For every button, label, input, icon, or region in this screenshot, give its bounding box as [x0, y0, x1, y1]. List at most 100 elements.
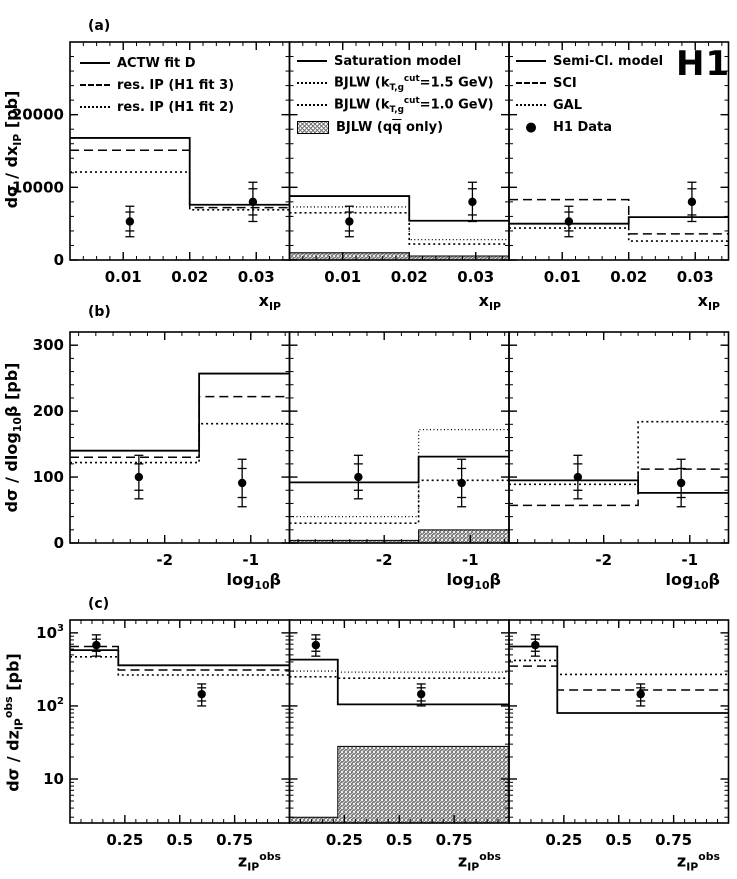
x-axis-label-a1: xIP — [258, 291, 281, 314]
legend-label: res. IP (H1 fit 2) — [117, 99, 235, 115]
data-point — [467, 181, 477, 223]
histogram-dotted — [509, 420, 729, 486]
legend-label: GAL — [553, 97, 583, 113]
histogram-solid — [70, 372, 290, 452]
data-point — [134, 454, 144, 500]
histogram-solid — [509, 216, 729, 225]
x-tick-label: 0.01 — [105, 268, 142, 286]
subpanel-2-3: 0.25 0.5 0.75 — [508, 619, 730, 849]
panel-frame — [69, 331, 291, 544]
panel-frame — [508, 41, 730, 261]
subpanel-1-3: -2 -1 — [508, 331, 730, 569]
x-tick-label: -2 — [376, 551, 393, 569]
x-tick-label: -1 — [681, 551, 698, 569]
line-style-sample-dotted2-icon — [297, 104, 327, 106]
subpanel-0-3: 0.01 0.02 0.03 — [508, 41, 730, 286]
histogram-hatched — [289, 529, 509, 543]
x-tick-label: 0.03 — [238, 268, 275, 286]
legend-label: SCI — [553, 75, 577, 91]
histogram-hatched — [289, 745, 509, 823]
histogram-solid — [509, 479, 729, 494]
histogram-dotted2 — [289, 428, 509, 518]
x-axis-label-b1: log10β — [226, 570, 281, 593]
data-point — [237, 458, 247, 508]
subpanel-0-1: 0.01 0.02 0.03 0 10000 20000 — [12, 41, 291, 286]
y-tick-label: 102 — [36, 696, 64, 715]
data-marker — [345, 217, 354, 226]
subpanel-2-1: 0.25 0.5 0.75 10 102 103 — [36, 619, 291, 849]
x-tick-label: 0.25 — [545, 831, 582, 849]
line-style-sample-dotted-icon — [516, 104, 546, 106]
x-tick-label: 0.5 — [386, 831, 413, 849]
panel-label-b: (b) — [88, 304, 111, 320]
histogram-dashed — [70, 149, 290, 209]
data-marker — [687, 197, 697, 207]
histogram-solid — [289, 195, 509, 222]
x-tick-label: 0.03 — [457, 268, 494, 286]
x-tick-label: -2 — [156, 551, 173, 569]
chart-row-b: -2 -1 0 100 200 300 -2 -1 -2 -1 — [33, 331, 730, 569]
histogram-dotted — [509, 227, 729, 242]
y-tick-label: 0 — [54, 251, 64, 269]
x-tick-label: 0.75 — [216, 831, 253, 849]
x-tick-label: -2 — [595, 551, 612, 569]
y-tick-label: 103 — [36, 623, 64, 642]
histogram-dotted — [289, 676, 509, 679]
histogram-dotted — [289, 479, 509, 525]
data-point — [353, 454, 363, 500]
data-marker — [197, 689, 206, 699]
data-marker — [457, 478, 466, 488]
line-style-sample-solid-icon — [297, 60, 327, 62]
x-tick-label: 0.02 — [391, 268, 428, 286]
legend-item: ● H1 Data — [516, 116, 663, 138]
data-marker — [676, 478, 686, 488]
x-axis-label-c3: zIPobs — [676, 850, 720, 874]
data-point — [573, 454, 583, 500]
histogram-solid — [70, 137, 290, 206]
x-tick-label: 0.5 — [166, 831, 193, 849]
y-tick-label: 100 — [33, 468, 64, 486]
data-marker — [354, 472, 363, 482]
x-tick-label: 0.75 — [436, 831, 473, 849]
legend-item: res. IP (H1 fit 2) — [80, 96, 234, 118]
x-tick-label: -1 — [242, 551, 259, 569]
histogram-solid — [70, 649, 290, 667]
legend-panel-3: Semi-Cl. model SCI GAL ● H1 Data — [516, 50, 663, 138]
panel-frame — [288, 331, 510, 544]
legend-item: BJLW (kT,gcut=1.0 GeV) — [297, 94, 494, 116]
line-style-sample-hatch-icon — [297, 120, 329, 134]
line-style-sample-dashed-icon — [80, 84, 110, 86]
data-marker — [573, 472, 583, 482]
legend-item: Semi-Cl. model — [516, 50, 663, 72]
data-marker — [468, 197, 477, 207]
panel-label-c: (c) — [88, 596, 110, 612]
data-point — [530, 634, 540, 657]
legend-label: BJLW (qq only) — [336, 119, 444, 135]
panel-label-a: (a) — [88, 18, 111, 34]
x-tick-label: 0.03 — [677, 268, 714, 286]
data-marker — [564, 217, 574, 226]
data-point — [344, 205, 354, 238]
legend-item: Saturation model — [297, 50, 494, 72]
x-axis-label-a2: xIP — [478, 291, 501, 314]
legend-label: H1 Data — [553, 119, 613, 135]
x-axis-label-c2: zIPobs — [457, 850, 501, 874]
data-marker — [125, 217, 135, 226]
data-point — [125, 205, 135, 238]
data-marker — [417, 689, 426, 699]
histogram-dotted — [509, 659, 729, 676]
data-point — [248, 181, 258, 223]
legend-item: BJLW (kT,gcut=1.5 GeV) — [297, 72, 494, 94]
histogram-dashed — [70, 645, 290, 671]
histogram-solid — [289, 455, 509, 484]
data-marker-icon: ● — [525, 119, 537, 135]
x-tick-label: -1 — [462, 551, 479, 569]
y-tick-label: 10000 — [12, 178, 64, 196]
x-axis-label-c1: zIPobs — [237, 850, 281, 874]
data-point — [564, 205, 574, 238]
y-tick-label: 20000 — [12, 106, 64, 124]
legend-label: BJLW (kT,gcut=1.5 GeV) — [334, 73, 494, 93]
data-marker — [237, 478, 247, 488]
y-tick-label: 200 — [33, 402, 64, 420]
x-tick-label: 0.01 — [324, 268, 361, 286]
